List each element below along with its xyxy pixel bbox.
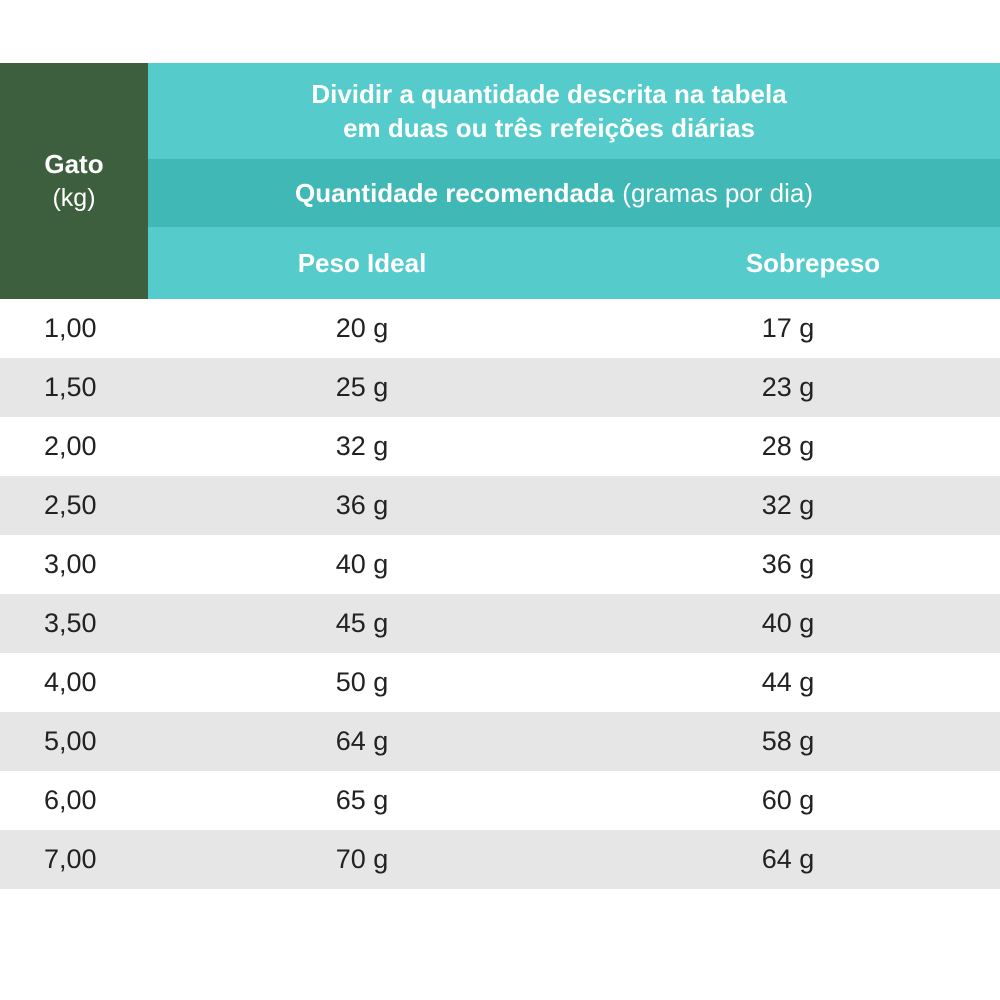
- cell-overweight: 32 g: [761, 490, 815, 520]
- table-header: Gato (kg) Dividir a quantidade descrita …: [0, 63, 1000, 299]
- cell-overweight: 40 g: [761, 608, 815, 638]
- cell-overweight: 58 g: [761, 726, 815, 756]
- cell-weight: 5,00: [44, 726, 97, 756]
- table-row: 2,50 36 g 32 g: [0, 476, 1000, 535]
- gato-unit: (kg): [52, 184, 96, 212]
- cell-overweight: 64 g: [761, 844, 815, 874]
- instruction-band: Dividir a quantidade descrita na tabela …: [148, 63, 1000, 159]
- quantity-heading: Quantidade recomendada (gramas por dia): [295, 178, 813, 209]
- cell-ideal: 32 g: [335, 431, 389, 461]
- instruction-line-1: Dividir a quantidade descrita na tabela: [311, 79, 787, 109]
- cell-ideal: 64 g: [335, 726, 389, 756]
- cell-ideal: 36 g: [335, 490, 389, 520]
- cell-weight: 2,00: [44, 431, 97, 461]
- table-row: 3,50 45 g 40 g: [0, 594, 1000, 653]
- table-row: 4,00 50 g 44 g: [0, 653, 1000, 712]
- cell-weight: 3,00: [44, 549, 97, 579]
- gato-title: Gato: [44, 149, 104, 179]
- cell-weight: 3,50: [44, 608, 97, 638]
- table-row: 7,00 70 g 64 g: [0, 830, 1000, 889]
- cell-weight: 6,00: [44, 785, 97, 815]
- cell-weight: 7,00: [44, 844, 97, 874]
- cell-overweight: 36 g: [761, 549, 815, 579]
- gato-header-cell: Gato (kg): [0, 63, 148, 299]
- quantity-label: Quantidade recomendada: [294, 177, 615, 208]
- table-row: 6,00 65 g 60 g: [0, 771, 1000, 830]
- cell-ideal: 40 g: [335, 549, 389, 579]
- cell-weight: 2,50: [44, 490, 97, 520]
- cell-ideal: 50 g: [335, 667, 389, 697]
- column-header-ideal: Peso Ideal: [297, 248, 427, 278]
- table-row: 1,50 25 g 23 g: [0, 358, 1000, 417]
- cell-weight: 1,00: [44, 313, 97, 343]
- cell-ideal: 65 g: [335, 785, 389, 815]
- table-row: 3,00 40 g 36 g: [0, 535, 1000, 594]
- quantity-unit: (gramas por dia): [622, 177, 814, 208]
- cell-overweight: 23 g: [761, 372, 815, 402]
- cell-overweight: 28 g: [761, 431, 815, 461]
- table-body: 1,00 20 g 17 g 1,50 25 g 23 g 2,00 32 g 28 g 2,50…: [0, 299, 1000, 889]
- column-header-band: Peso Ideal Sobrepeso: [148, 227, 1000, 299]
- table-row: 2,00 32 g 28 g: [0, 417, 1000, 476]
- cell-overweight: 44 g: [761, 667, 815, 697]
- cell-ideal: 25 g: [335, 372, 389, 402]
- cell-overweight: 17 g: [761, 313, 815, 343]
- cell-overweight: 60 g: [761, 785, 815, 815]
- cell-weight: 4,00: [44, 667, 97, 697]
- table-row: 1,00 20 g 17 g: [0, 299, 1000, 358]
- quantity-band: Quantidade recomendada (gramas por dia): [148, 159, 1000, 227]
- instruction-line-2: em duas ou três refeições diárias: [343, 113, 755, 143]
- column-header-overweight: Sobrepeso: [745, 248, 881, 278]
- cell-ideal: 45 g: [335, 608, 389, 638]
- cell-weight: 1,50: [44, 372, 97, 402]
- table-row: 5,00 64 g 58 g: [0, 712, 1000, 771]
- cell-ideal: 20 g: [335, 313, 389, 343]
- cell-ideal: 70 g: [335, 844, 389, 874]
- feeding-table: Gato (kg) Dividir a quantidade descrita …: [0, 63, 1000, 889]
